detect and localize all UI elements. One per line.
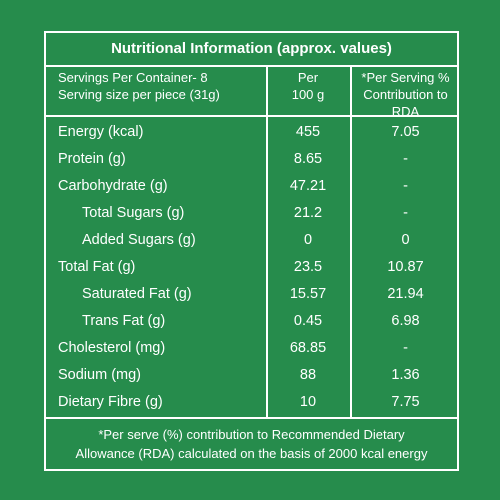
per-100g-value: 23.5 <box>293 259 323 275</box>
rda-header: *Per Serving % Contribution to RDA <box>352 69 459 120</box>
rda-value: 0 <box>401 232 410 248</box>
per-100g-value: 68.85 <box>289 340 327 356</box>
per-100g-value: 0 <box>303 232 313 248</box>
table-row: Total Sugars (g) 21.2 - <box>46 200 457 227</box>
per-100g-value: 88 <box>299 367 317 383</box>
footer-line2: Allowance (RDA) calculated on the basis … <box>75 446 428 461</box>
per-100g-value: 47.21 <box>289 178 327 194</box>
rda-value: 10.87 <box>387 259 424 275</box>
panel-title: Nutritional Information (approx. values) <box>111 40 392 57</box>
per-header-line2: 100 g <box>291 87 325 102</box>
rda-header-line1: *Per Serving % <box>361 70 450 85</box>
rda-value: - <box>403 205 408 221</box>
nutrient-name: Energy (kcal) <box>58 124 144 140</box>
per-header-line1: Per <box>297 70 319 85</box>
table-row: Protein (g) 8.65 - <box>46 146 457 173</box>
nutrient-name: Cholesterol (mg) <box>58 340 166 356</box>
column-divider <box>266 65 268 417</box>
nutrient-name: Trans Fat (g) <box>82 313 166 329</box>
nutrition-panel: Nutritional Information (approx. values)… <box>44 31 459 471</box>
servings-header: Servings Per Container- 8 Serving size p… <box>58 69 220 103</box>
per-100g-value: 10 <box>299 394 317 410</box>
table-row: Sodium (mg) 88 1.36 <box>46 362 457 389</box>
footer-note: *Per serve (%) contribution to Recommend… <box>46 425 457 463</box>
nutrient-name: Total Fat (g) <box>58 259 136 275</box>
nutrient-name: Protein (g) <box>58 151 126 167</box>
table-row: Dietary Fibre (g) 10 7.75 <box>46 389 457 416</box>
rda-value: - <box>403 151 408 167</box>
rda-value: 7.75 <box>391 394 420 410</box>
table-row: Added Sugars (g) 0 0 <box>46 227 457 254</box>
servings-per-container: Servings Per Container- 8 <box>58 70 208 85</box>
column-divider <box>350 65 352 417</box>
table-row: Energy (kcal) 455 7.05 <box>46 119 457 146</box>
rda-value: 1.36 <box>391 367 420 383</box>
rda-value: 21.94 <box>387 286 424 302</box>
table-row: Total Fat (g) 23.5 10.87 <box>46 254 457 281</box>
rda-value: - <box>403 178 408 194</box>
rda-value: 7.05 <box>391 124 420 140</box>
nutrient-name: Saturated Fat (g) <box>82 286 192 302</box>
nutrient-name: Sodium (mg) <box>58 367 141 383</box>
nutrient-name: Total Sugars (g) <box>82 205 185 221</box>
per-100g-header: Per 100 g <box>266 69 350 103</box>
nutrient-name: Carbohydrate (g) <box>58 178 168 194</box>
per-100g-value: 455 <box>295 124 321 140</box>
divider <box>46 417 457 419</box>
nutrient-name: Added Sugars (g) <box>82 232 196 248</box>
table-row: Trans Fat (g) 0.45 6.98 <box>46 308 457 335</box>
rda-value: 6.98 <box>391 313 420 329</box>
nutrient-name: Dietary Fibre (g) <box>58 394 163 410</box>
rda-value: - <box>403 340 408 356</box>
table-row: Cholesterol (mg) 68.85 - <box>46 335 457 362</box>
table-row: Carbohydrate (g) 47.21 - <box>46 173 457 200</box>
per-100g-value: 21.2 <box>293 205 323 221</box>
divider <box>46 115 457 117</box>
per-100g-value: 0.45 <box>293 313 323 329</box>
serving-size: Serving size per piece (31g) <box>58 87 220 102</box>
divider <box>46 65 457 67</box>
footer-line1: *Per serve (%) contribution to Recommend… <box>98 427 405 442</box>
table-row: Saturated Fat (g) 15.57 21.94 <box>46 281 457 308</box>
per-100g-value: 8.65 <box>293 151 323 167</box>
per-100g-value: 15.57 <box>289 286 327 302</box>
